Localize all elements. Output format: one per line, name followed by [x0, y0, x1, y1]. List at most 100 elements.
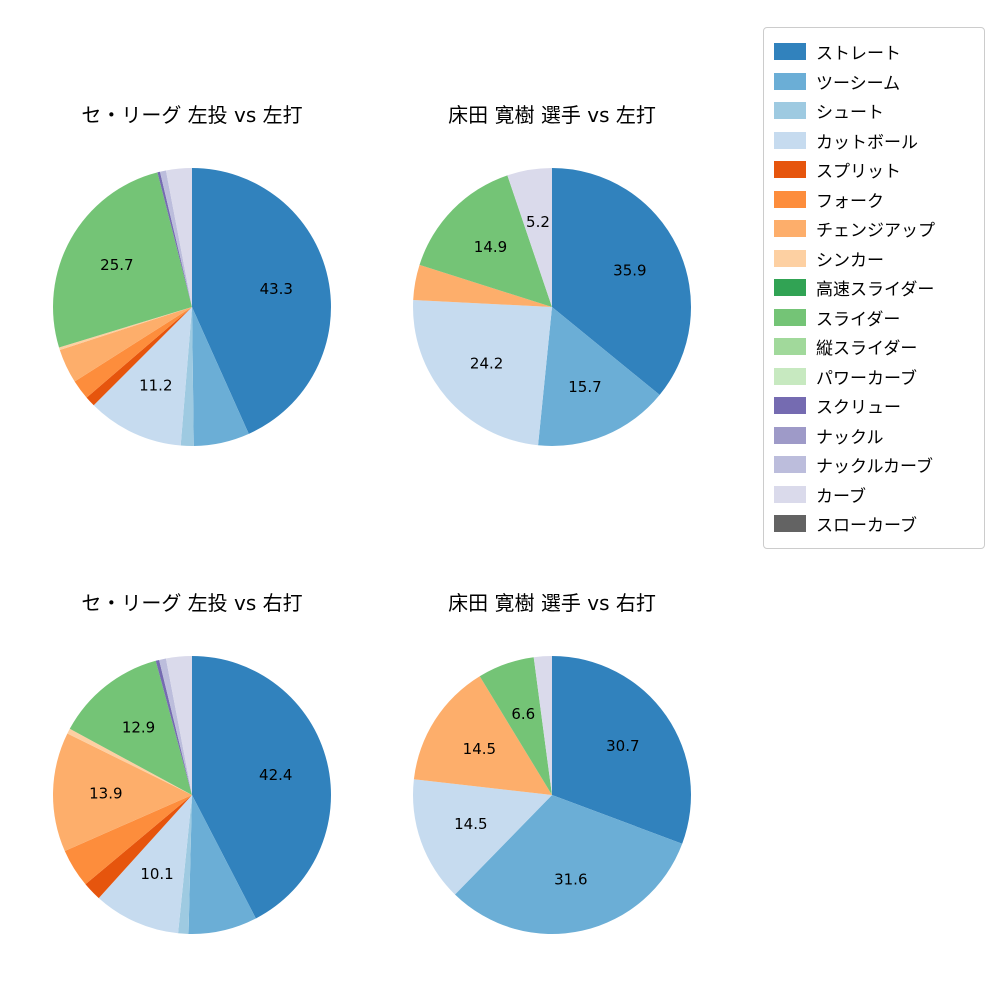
pie-slice [180, 307, 194, 447]
pie-slice [59, 307, 192, 382]
legend-item: ツーシーム [774, 67, 974, 97]
pie-slice [178, 795, 192, 934]
pie-slice [552, 656, 691, 844]
pie-slice [165, 656, 192, 795]
legend-label: シンカー [816, 250, 884, 271]
pie-slice-label: 12.9 [122, 719, 155, 737]
pie-slice [413, 676, 552, 795]
legend-item: カーブ [774, 480, 974, 510]
pie-slice [155, 659, 192, 795]
pie-slice [454, 795, 683, 934]
legend-item: スクリュー [774, 391, 974, 421]
legend-label: ナックル [816, 427, 884, 448]
pie-slice-label: 31.6 [554, 870, 587, 888]
pie-slice [192, 656, 331, 919]
legend-item: ストレート [774, 37, 974, 67]
legend-swatch [774, 161, 806, 179]
legend-swatch [774, 456, 806, 474]
legend-item: シンカー [774, 244, 974, 274]
pie-slice [93, 307, 192, 446]
pie-slice-label: 25.7 [100, 256, 133, 274]
pie-slice [533, 656, 552, 795]
legend-swatch [774, 397, 806, 415]
legend-label: シュート [816, 103, 884, 124]
pie-chart: 35.9 15.7 24.2 14.9 5.2 [413, 168, 692, 447]
pie-slice-label: 30.7 [606, 737, 639, 755]
pie-slice [413, 779, 552, 895]
pie-slice-label: 15.7 [568, 378, 601, 396]
pie-chart-block-player-vs-left: 床田 寛樹 選手 vs 左打 35.9 15.7 24.2 14.9 5.2 [402, 100, 702, 457]
legend-label: ストレート [816, 44, 901, 65]
pie-slice [85, 795, 192, 899]
chart-title: 床田 寛樹 選手 vs 右打 [448, 591, 656, 615]
legend-item: スライダー [774, 303, 974, 333]
pie-slice-label: 43.3 [260, 280, 293, 298]
pie-chart: 43.3 11.2 25.7 [53, 168, 331, 447]
pie-slice-label: 13.9 [89, 784, 122, 802]
pie-slice [413, 300, 552, 446]
legend-swatch [774, 131, 806, 149]
pie-slice [192, 307, 249, 446]
legend-label: スライダー [816, 309, 901, 330]
pie-slice [479, 657, 552, 795]
legend-label: スプリット [816, 162, 901, 183]
legend: ストレート ツーシーム シュート カットボール スプリット フォーク チェンジア… [763, 27, 985, 549]
pie-slice [192, 168, 331, 434]
legend-item: フォーク [774, 185, 974, 215]
pie-chart-block-league-vs-left: セ・リーグ 左投 vs 左打 43.3 11.2 25.7 [42, 100, 342, 457]
legend-label: 高速スライダー [816, 280, 935, 301]
pie-chart-block-league-vs-right: セ・リーグ 左投 vs 右打 42.4 10.1 13.9 12.9 [42, 588, 342, 945]
pie-slice-label: 24.2 [470, 354, 503, 372]
legend-label: スローカーブ [816, 516, 917, 537]
legend-label: 縦スライダー [816, 339, 918, 360]
legend-label: パワーカーブ [816, 368, 917, 389]
legend-label: カットボール [816, 132, 918, 153]
pie-slice [188, 795, 256, 935]
pie-slice [157, 171, 192, 307]
legend-swatch [774, 72, 806, 90]
legend-swatch [774, 102, 806, 120]
pie-slice [419, 175, 552, 307]
pie-slice [86, 307, 192, 406]
pie-slice-label: 14.9 [474, 238, 507, 256]
legend-swatch [774, 426, 806, 444]
legend-swatch [774, 515, 806, 533]
chart-title: セ・リーグ 左投 vs 左打 [81, 103, 303, 127]
legend-item: 縦スライダー [774, 332, 974, 362]
legend-item: チェンジアップ [774, 214, 974, 244]
pie-chart: 30.7 31.6 14.5 14.5 6.6 [413, 656, 691, 934]
pie-slice-label: 35.9 [613, 261, 646, 279]
legend-item: パワーカーブ [774, 362, 974, 392]
pie-slice [53, 172, 193, 348]
legend-item: ナックル [774, 421, 974, 451]
pie-slice-label: 5.2 [526, 213, 550, 231]
pie-slice-label: 14.5 [454, 815, 487, 833]
pie-slice [507, 168, 552, 307]
legend-item: スプリット [774, 155, 974, 185]
legend-label: カーブ [816, 486, 866, 507]
legend-item: 高速スライダー [774, 273, 974, 303]
pie-slice-label: 42.4 [259, 766, 292, 784]
pie-slice [98, 795, 192, 934]
pie-slice [69, 660, 192, 795]
legend-swatch [774, 43, 806, 61]
pie-slice [413, 264, 552, 307]
pie-slice-label: 11.2 [139, 376, 172, 394]
pie-slice [53, 733, 192, 851]
legend-swatch [774, 190, 806, 208]
pie-slice-label: 10.1 [140, 865, 173, 883]
legend-label: チェンジアップ [816, 221, 935, 242]
legend-swatch [774, 308, 806, 326]
pie-slice [159, 658, 192, 795]
chart-title: 床田 寛樹 選手 vs 左打 [448, 103, 656, 127]
legend-label: ツーシーム [816, 73, 901, 94]
chart-title: セ・リーグ 左投 vs 右打 [81, 591, 303, 615]
pie-slice [67, 728, 192, 795]
legend-swatch [774, 338, 806, 356]
legend-label: ナックルカーブ [816, 457, 933, 478]
legend-item: シュート [774, 96, 974, 126]
pie-slice [59, 307, 192, 350]
legend-swatch [774, 220, 806, 238]
legend-swatch [774, 279, 806, 297]
pie-chart-block-player-vs-right: 床田 寛樹 選手 vs 右打 30.7 31.6 14.5 14.5 6.6 [402, 588, 702, 945]
